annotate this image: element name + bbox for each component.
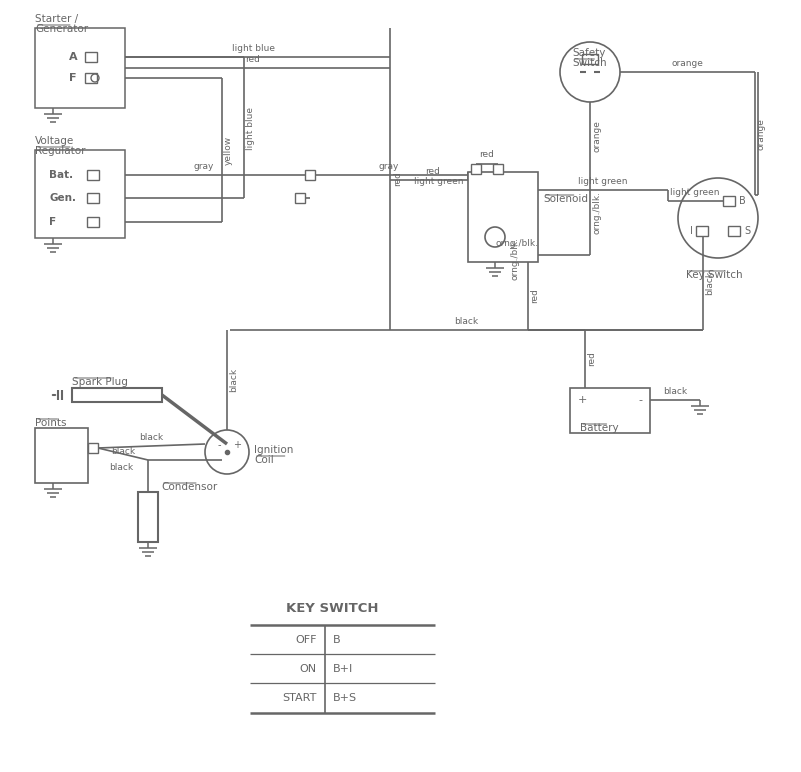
Text: Battery: Battery: [580, 423, 618, 433]
Text: Gen.: Gen.: [49, 193, 76, 203]
Text: B+I: B+I: [333, 664, 353, 674]
Text: red: red: [480, 150, 494, 159]
Text: Condensor: Condensor: [161, 482, 217, 492]
Text: light green: light green: [578, 177, 628, 186]
Text: black: black: [705, 271, 714, 295]
Text: +: +: [233, 440, 241, 450]
Text: light green: light green: [670, 188, 720, 197]
Text: orange: orange: [671, 59, 703, 68]
Bar: [35, 150, 125, 238]
Bar: [88, 443, 98, 453]
Text: red: red: [246, 55, 260, 64]
Text: black: black: [454, 317, 478, 326]
Text: light blue: light blue: [246, 107, 255, 150]
Text: orng./blk.: orng./blk.: [496, 239, 539, 249]
Bar: [72, 388, 162, 402]
Bar: [728, 226, 740, 236]
Bar: [696, 226, 708, 236]
Text: Coil: Coil: [254, 455, 274, 465]
Bar: [582, 54, 598, 64]
Text: black: black: [111, 447, 135, 456]
Text: orange: orange: [592, 120, 601, 152]
Text: Key Switch: Key Switch: [686, 270, 743, 280]
Text: F: F: [49, 217, 56, 227]
Bar: [305, 170, 315, 180]
Text: Generator: Generator: [35, 24, 88, 34]
Text: black: black: [663, 387, 687, 396]
Bar: [295, 193, 305, 203]
Text: ON: ON: [300, 664, 317, 674]
Text: light green: light green: [413, 177, 463, 186]
Text: Bat.: Bat.: [49, 170, 73, 180]
Bar: [723, 196, 735, 206]
Text: Regulator: Regulator: [35, 146, 86, 156]
Text: B+S: B+S: [333, 693, 357, 703]
Text: START: START: [283, 693, 317, 703]
Bar: [87, 193, 99, 203]
Text: Points: Points: [35, 418, 66, 428]
Text: Spark Plug: Spark Plug: [72, 377, 128, 387]
Bar: [85, 52, 97, 62]
Text: Starter /: Starter /: [35, 14, 78, 24]
Text: +: +: [578, 395, 587, 405]
Text: S: S: [744, 226, 750, 236]
Bar: [85, 73, 97, 83]
Text: red: red: [587, 351, 596, 367]
Bar: [87, 217, 99, 227]
Text: -: -: [638, 395, 642, 405]
Bar: [468, 172, 538, 262]
Text: yellow: yellow: [224, 135, 233, 164]
Text: light blue: light blue: [231, 44, 275, 53]
Text: red: red: [530, 289, 539, 303]
Text: F: F: [69, 73, 77, 83]
Text: -: -: [218, 440, 221, 450]
Text: black: black: [229, 368, 238, 392]
Bar: [138, 492, 158, 542]
Text: black: black: [139, 433, 163, 442]
Text: A: A: [69, 52, 78, 62]
Bar: [35, 428, 88, 483]
Text: orng./blk.: orng./blk.: [592, 191, 601, 235]
Bar: [471, 164, 481, 174]
Text: Switch: Switch: [572, 58, 606, 68]
Text: orng./blk.: orng./blk.: [510, 238, 519, 280]
Text: OFF: OFF: [296, 635, 317, 645]
Text: Voltage: Voltage: [35, 136, 74, 146]
Bar: [35, 28, 125, 108]
Bar: [570, 388, 650, 433]
Text: KEY SWITCH: KEY SWITCH: [286, 602, 378, 615]
Bar: [493, 164, 503, 174]
Text: red: red: [425, 167, 441, 176]
Text: red: red: [393, 171, 402, 186]
Text: black: black: [109, 463, 133, 472]
Text: B: B: [739, 196, 746, 206]
Text: orange: orange: [757, 118, 766, 150]
Text: Ignition: Ignition: [254, 445, 293, 455]
Bar: [87, 170, 99, 180]
Text: gray: gray: [194, 162, 214, 171]
Text: I: I: [690, 226, 693, 236]
Text: Safety: Safety: [572, 48, 606, 58]
Text: B: B: [333, 635, 340, 645]
Text: gray: gray: [379, 162, 399, 171]
Text: Solenoid: Solenoid: [543, 194, 588, 204]
